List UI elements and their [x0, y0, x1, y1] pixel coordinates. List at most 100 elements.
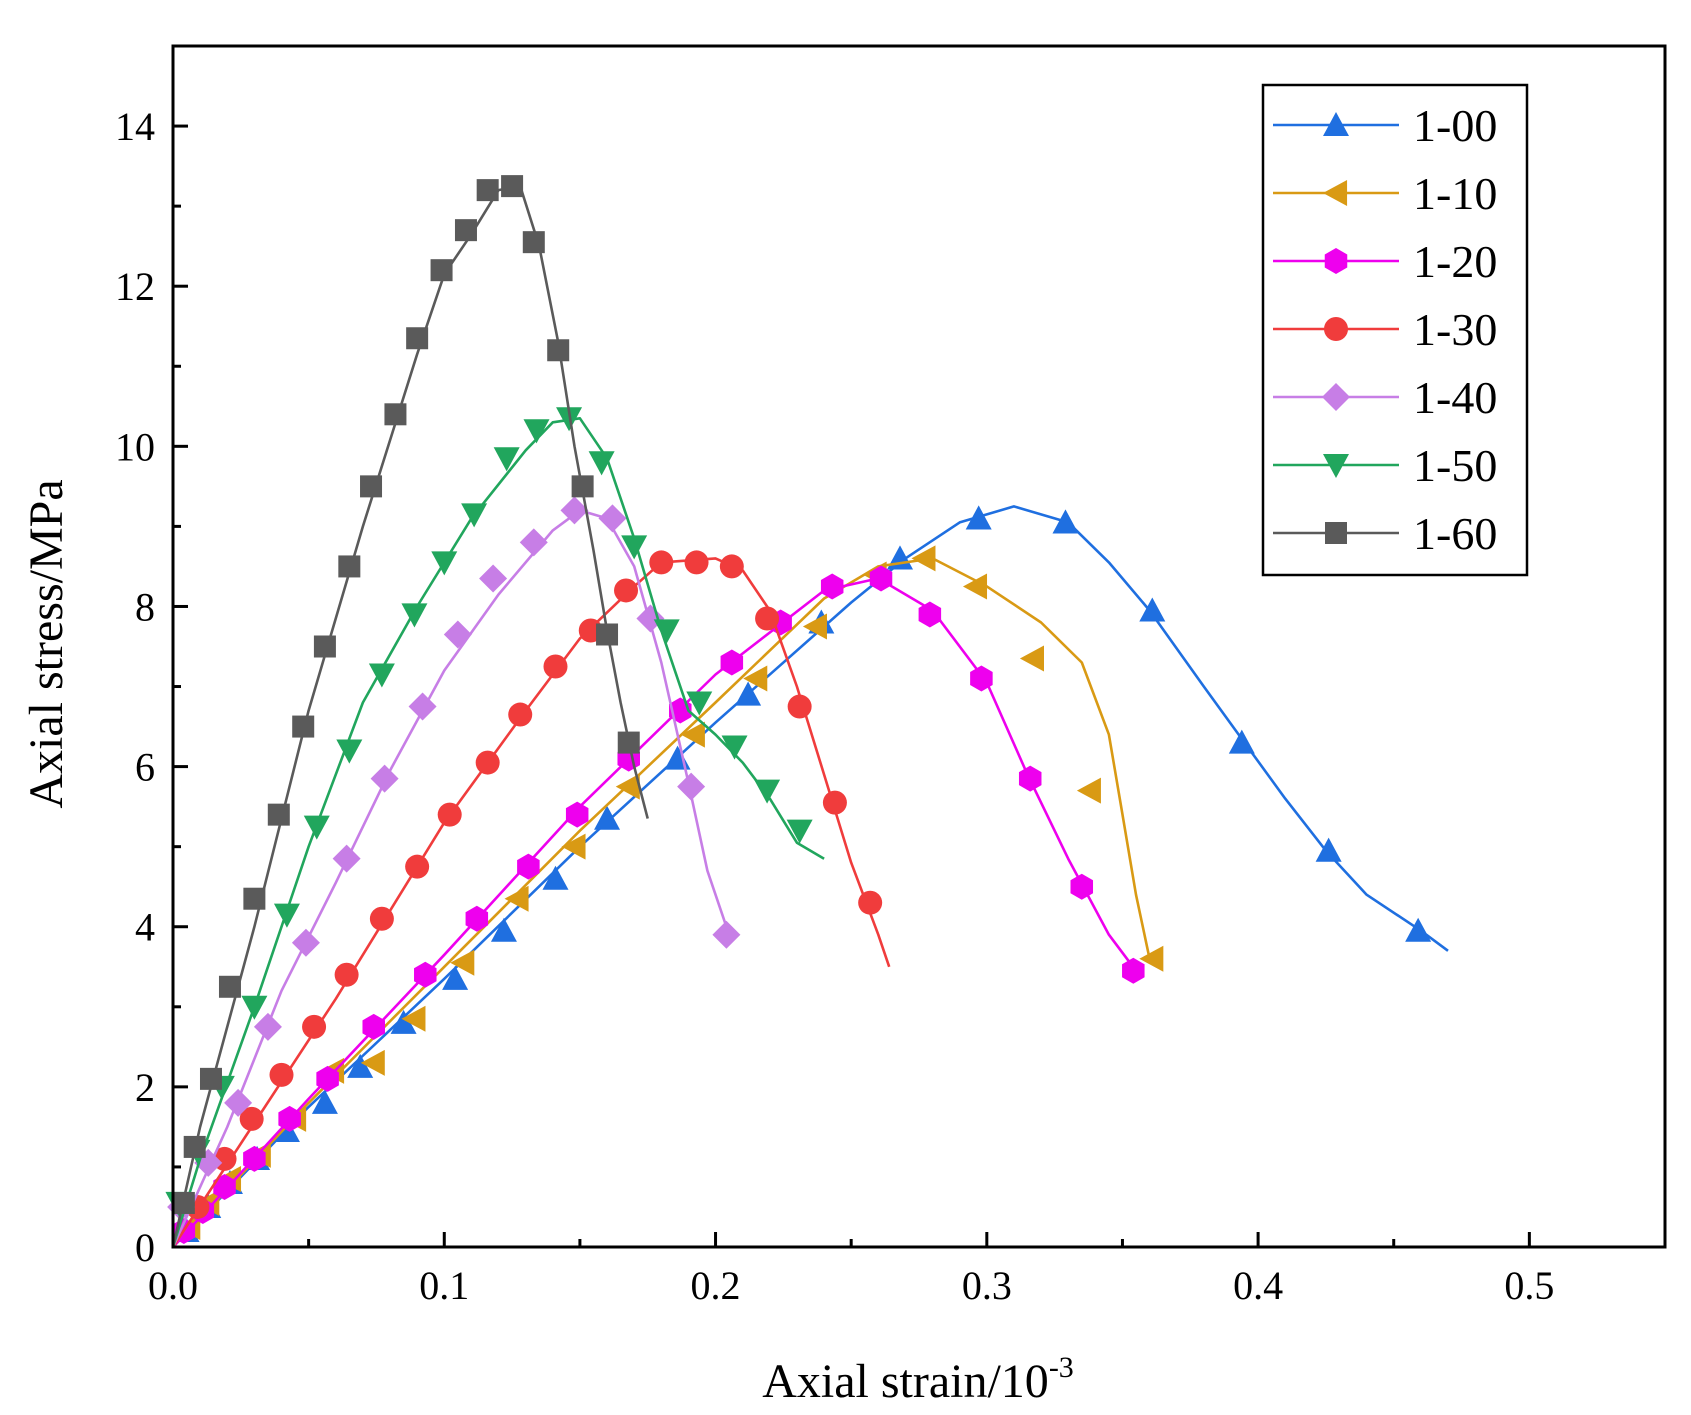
x-axis-title-base: Axial strain/10: [762, 1355, 1049, 1408]
data-point: [684, 550, 709, 575]
data-point: [686, 691, 713, 716]
data-point: [292, 715, 315, 738]
legend-label: 1-60: [1413, 508, 1497, 559]
legend-marker: [1325, 522, 1347, 544]
series-1-60: [171, 175, 649, 1248]
data-point: [588, 451, 615, 476]
data-point: [311, 1089, 338, 1114]
data-point: [543, 654, 568, 679]
series-line: [171, 509, 731, 1248]
data-point: [547, 339, 570, 362]
data-point: [754, 779, 781, 804]
data-point: [1122, 957, 1145, 984]
legend-marker: [1322, 383, 1350, 411]
x-tick-label: 0.5: [1504, 1263, 1554, 1308]
data-point: [360, 475, 383, 498]
data-point: [442, 965, 469, 990]
x-tick-label: 0.1: [419, 1263, 469, 1308]
data-point: [755, 606, 780, 631]
data-point: [443, 620, 472, 649]
data-point: [414, 961, 437, 988]
data-point: [316, 1065, 339, 1092]
data-point: [1405, 917, 1432, 942]
data-point: [1315, 837, 1342, 862]
data-point: [267, 803, 290, 826]
legend-item-1-20: 1-20: [1273, 236, 1497, 287]
data-point: [802, 613, 827, 640]
series-1-30: [171, 550, 891, 1248]
data-point: [303, 815, 330, 840]
data-point: [965, 505, 992, 530]
data-point: [523, 419, 550, 444]
data-point: [405, 854, 430, 879]
data-point: [454, 219, 477, 242]
data-point: [822, 790, 847, 815]
plot-frame: [171, 44, 1667, 1249]
data-point: [1139, 945, 1164, 972]
data-point: [430, 259, 453, 282]
data-point: [596, 623, 619, 646]
data-point: [677, 772, 706, 801]
y-tick-label: 6: [135, 745, 155, 790]
legend-item-1-10: 1-10: [1273, 168, 1497, 219]
data-point: [735, 681, 762, 706]
x-tick-label: 0.2: [691, 1263, 741, 1308]
data-point: [493, 447, 520, 472]
data-point: [508, 702, 533, 727]
data-point: [362, 1013, 386, 1040]
data-point: [615, 773, 640, 800]
x-tick-label: 0.3: [962, 1263, 1012, 1308]
x-axis-title-exponent: -3: [1049, 1351, 1074, 1384]
data-point: [522, 231, 545, 254]
data-point: [1228, 729, 1255, 754]
data-point: [450, 949, 475, 976]
data-point: [918, 601, 942, 628]
data-point: [869, 565, 893, 592]
data-point: [1018, 765, 1042, 792]
data-point: [370, 764, 399, 793]
data-point: [614, 578, 639, 603]
data-point: [213, 1173, 236, 1200]
legend-label: 1-20: [1413, 236, 1497, 287]
data-point: [269, 1062, 294, 1087]
legend-item-1-30: 1-30: [1273, 304, 1497, 355]
data-point: [243, 887, 266, 910]
data-point: [332, 844, 361, 873]
legend-marker: [1324, 248, 1348, 274]
data-point: [278, 1105, 301, 1132]
data-point: [183, 1135, 206, 1158]
legend-label: 1-50: [1413, 440, 1497, 491]
data-point: [476, 179, 499, 202]
data-point: [517, 853, 540, 880]
data-point: [743, 665, 768, 692]
legend-label: 1-30: [1413, 304, 1497, 355]
y-tick-label: 8: [135, 584, 155, 629]
legend-marker: [1323, 112, 1349, 137]
data-point: [561, 833, 586, 860]
data-point: [1070, 873, 1094, 900]
legend-item-1-50: 1-50: [1273, 440, 1497, 491]
data-point: [465, 905, 489, 932]
y-tick-label: 10: [115, 424, 155, 469]
y-tick-label: 4: [135, 905, 155, 950]
data-point: [490, 917, 517, 942]
data-point: [336, 739, 363, 764]
x-axis-title: Axial strain/10-3: [762, 1351, 1074, 1408]
legend-label: 1-10: [1413, 168, 1497, 219]
data-point: [1052, 509, 1079, 534]
data-point: [291, 928, 320, 957]
data-point: [649, 550, 674, 575]
data-point: [243, 1145, 266, 1172]
data-point: [1019, 645, 1044, 672]
data-point: [218, 975, 241, 998]
data-point: [594, 805, 621, 830]
x-tick-label: 0.0: [148, 1263, 198, 1308]
data-point: [253, 1012, 282, 1041]
data-point: [273, 903, 300, 928]
y-axis-title: Axial stress/MPa: [20, 479, 73, 808]
data-point: [172, 1191, 195, 1214]
data-point: [820, 573, 844, 600]
data-point: [565, 801, 589, 828]
data-point: [721, 735, 748, 760]
